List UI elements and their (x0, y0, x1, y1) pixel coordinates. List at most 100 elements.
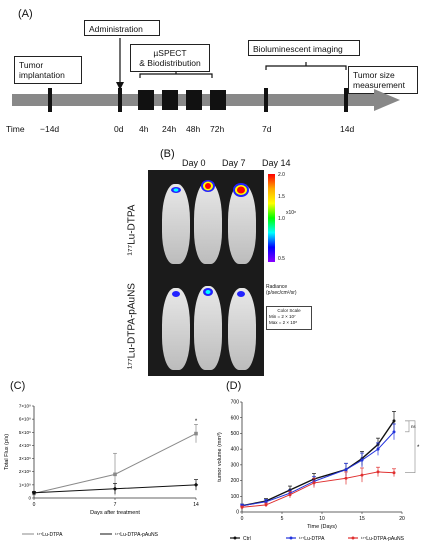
d-legend-marker (289, 536, 293, 540)
tick-7d: 7d (262, 124, 272, 134)
d-point (288, 493, 292, 497)
d-xtick-label: 0 (241, 516, 244, 522)
tick-72h: 72h (210, 124, 225, 134)
mouse-image-panel (148, 170, 264, 376)
c-point (112, 486, 118, 491)
mouse-dtpa-day14 (228, 184, 256, 264)
d-point (376, 470, 380, 474)
chart-d: 0 100 200 300 400 500 600 700 0 5 10 15 20 Time (Days… (217, 400, 420, 542)
d-xtick-label: 5 (281, 516, 284, 522)
signal-pauns-d7-core (205, 290, 211, 294)
scale-tick-0-5: 0.5 (278, 256, 285, 262)
c-xtick-label: 7 (114, 502, 117, 508)
signal-pauns-d14 (237, 291, 245, 297)
tick-24h: 24h (162, 124, 177, 134)
d-point (392, 471, 396, 475)
mouse-dtpa-day7 (194, 182, 222, 264)
d-point (392, 430, 396, 434)
tick-marker-0d (118, 88, 122, 112)
tumor-line1: Tumor (19, 60, 44, 70)
c-ylabel: Total Flux (p/s) (4, 434, 10, 470)
tumor-signals (171, 180, 249, 297)
scale-exponent: x10⁸ (286, 210, 297, 216)
mouse-pauns-day0 (162, 288, 190, 370)
d-ytick-label: 0 (236, 510, 239, 516)
d-point (392, 419, 396, 423)
day7-label: Day 7 (222, 158, 246, 168)
tick-marker-48h (186, 90, 202, 110)
d-xtick-label: 20 (399, 516, 405, 522)
scale-tick-1: 1.0 (278, 216, 285, 222)
c-point (193, 482, 199, 488)
d-legend-marker (233, 536, 237, 540)
c-ytick-label: 1×10⁹ (19, 482, 31, 487)
tick-marker-24h (162, 90, 178, 110)
d-series-line (241, 420, 395, 507)
scale-tick-2: 2.0 (278, 172, 285, 178)
colorscale-max: Max = 2 × 10⁸ (269, 320, 298, 325)
day0-label: Day 0 (182, 158, 206, 168)
tick-neg14d: −14d (40, 124, 60, 134)
d-point (360, 473, 364, 477)
c-significance-star: * (195, 419, 198, 425)
bioluminescent-box: Bioluminescent imaging (248, 40, 360, 56)
tick-marker-neg14 (48, 88, 52, 112)
color-scale-bar (268, 174, 275, 262)
d-ytick-label: 300 (231, 462, 240, 468)
signal-pauns-d0 (172, 291, 180, 297)
tick-marker-4h (138, 90, 154, 110)
colorscale-title: Color Scale (277, 308, 301, 313)
row-label-pauns: ¹⁷⁷Lu-DTPA-pAuNS (126, 283, 138, 369)
tick-marker-14d (344, 88, 348, 112)
d-ytick-label: 500 (231, 431, 240, 437)
panel-b-label: (B) (160, 148, 175, 160)
time-label: Time (6, 124, 25, 134)
d-ytick-label: 200 (231, 478, 240, 484)
radiance-label: Radiance (266, 284, 288, 290)
d-ylabel: tumor volume (mm³) (217, 432, 223, 482)
d-legend-marker (351, 536, 355, 540)
c-xlabel: Days after treatment (90, 510, 140, 516)
tumor-line2: implantation (19, 70, 65, 80)
tick-marker-7d (264, 88, 268, 112)
c-ytick-label: 4×10⁹ (19, 443, 31, 448)
d-xtick-label: 15 (359, 516, 365, 522)
timeline-arrow (12, 89, 400, 111)
c-ytick-label: 0 (28, 496, 31, 501)
row-label-dtpa: ¹⁷⁷Lu-DTPA (126, 204, 138, 256)
signal-dtpa-d14-core (237, 186, 245, 194)
tick-0d: 0d (114, 124, 124, 134)
timeline-graphic (12, 38, 400, 112)
c-ytick-label: 6×10⁹ (19, 417, 31, 422)
biolum-bracket (265, 62, 347, 70)
mouse-dtpa-day0 (162, 184, 190, 264)
panel-c-label: (C) (10, 380, 26, 392)
d-ns-label: ns (411, 424, 417, 429)
panel-d-label: (D) (226, 380, 242, 392)
administration-arrowhead (116, 82, 124, 90)
tick-14d: 14d (340, 124, 355, 134)
scale-tick-1-5: 1.5 (278, 194, 285, 200)
c-xtick-label: 14 (193, 502, 199, 508)
administration-text: Administration (89, 24, 143, 34)
d-star-bracket (405, 420, 416, 474)
tick-48h: 48h (186, 124, 201, 134)
c-ytick-label: 3×10⁹ (19, 456, 31, 461)
tumor-size-box: Tumor size measurement (348, 66, 418, 94)
day14-label: Day 14 (262, 158, 291, 168)
tumor-implantation-box: Tumor implantation (14, 56, 82, 84)
bioluminescent-text: Bioluminescent imaging (253, 44, 343, 54)
mouse-pauns-day14 (228, 288, 256, 370)
d-xtick-label: 10 (319, 516, 325, 522)
d-point (376, 447, 380, 451)
d-legend-label: Ctrl (243, 536, 251, 542)
c-ytick-label: 2×10⁹ (19, 469, 31, 474)
d-series-line (241, 471, 395, 508)
d-ytick-label: 600 (231, 415, 240, 421)
colorscale-min: Min = 2 × 10⁷ (269, 314, 296, 319)
d-ytick-label: 100 (231, 494, 240, 500)
c-point (31, 490, 37, 495)
d-point (344, 468, 348, 472)
d-point (264, 500, 268, 504)
spect-line2: & Biodistribution (139, 58, 201, 68)
